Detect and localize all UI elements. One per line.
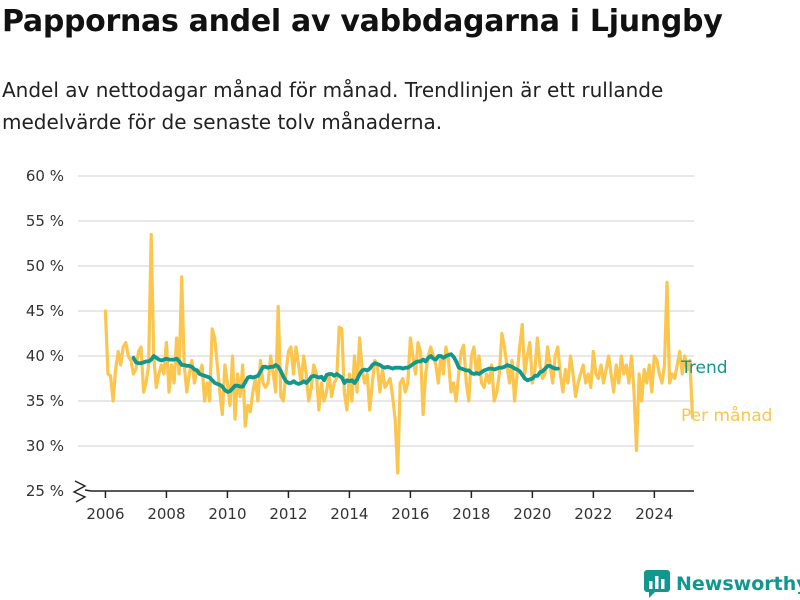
y-tick-label: 50 % bbox=[26, 257, 64, 275]
series-label: Trend bbox=[680, 358, 728, 378]
chart-title: Pappornas andel av vabbdagarna i Ljungby bbox=[2, 4, 723, 39]
series-labels: Per månad Trend bbox=[680, 358, 772, 426]
series-line-trend bbox=[131, 352, 560, 394]
axis-break-icon bbox=[72, 480, 92, 503]
x-tick-label: 2012 bbox=[269, 505, 307, 523]
bar-chart-logo-icon bbox=[644, 570, 670, 598]
axes: 25 % 30 % 35 % 40 % 45 % 50 % 55 % 60 % 2006 2008… bbox=[26, 167, 694, 523]
series-lines bbox=[103, 232, 695, 475]
logo-text: Newsworthy bbox=[676, 573, 800, 595]
y-tick-label: 40 % bbox=[26, 347, 64, 365]
x-tick-label: 2008 bbox=[147, 505, 185, 523]
y-tick-label: 45 % bbox=[26, 302, 64, 320]
x-tick-label: 2010 bbox=[208, 505, 246, 523]
y-tick-label: 60 % bbox=[26, 167, 64, 185]
gridlines bbox=[78, 175, 694, 447]
y-tick-label: 55 % bbox=[26, 212, 64, 230]
x-tick-label: 2014 bbox=[330, 505, 368, 523]
x-tick-label: 2024 bbox=[635, 505, 673, 523]
x-tick-label: 2022 bbox=[574, 505, 612, 523]
y-tick-label: 30 % bbox=[26, 437, 64, 455]
series-label: Per månad bbox=[681, 405, 772, 426]
series-line-per-manad bbox=[103, 232, 695, 475]
y-tick-label: 25 % bbox=[26, 482, 64, 500]
y-tick-label: 35 % bbox=[26, 392, 64, 410]
x-tick-label: 2016 bbox=[391, 505, 429, 523]
x-tick-label: 2020 bbox=[513, 505, 551, 523]
newsworthy-logo: Newsworthy bbox=[644, 570, 800, 598]
x-tick-label: 2018 bbox=[452, 505, 490, 523]
x-tick-label: 2006 bbox=[86, 505, 124, 523]
chart-subtitle: Andel av nettodagar månad för månad. Tre… bbox=[2, 78, 664, 134]
